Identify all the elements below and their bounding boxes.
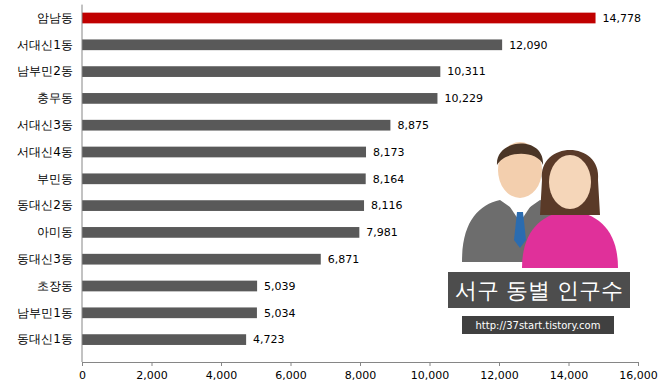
data-labels: 14,778 12,090 10,311 10,229 8,875 8,173 8,164 8… — [253, 12, 641, 347]
tick-label: 4,000 — [206, 369, 238, 382]
tick-label: 6,000 — [275, 369, 307, 382]
axis-line — [82, 5, 83, 362]
tick: 동대신1동 — [17, 332, 82, 346]
tick-mark — [291, 362, 292, 366]
bar — [82, 173, 366, 184]
tick-label: 8,000 — [345, 369, 377, 382]
tick: 10,000 — [411, 362, 450, 382]
bar — [82, 66, 440, 77]
tick: 서대신4동 — [17, 145, 82, 159]
tick: 16,000 — [619, 362, 658, 382]
tick: 충무동 — [37, 91, 82, 105]
y-axis: 암남동서대신1동남부민2동충무동서대신3동서대신4동부민동동대신2동아미동동대신… — [17, 5, 82, 362]
tick-label: 충무동 — [37, 91, 73, 105]
data-label: 12,090 — [509, 39, 548, 52]
icon-head — [549, 155, 591, 209]
tick: 부민동 — [37, 172, 82, 186]
icon-tie — [514, 212, 526, 248]
tick-label: 16,000 — [619, 369, 658, 382]
tick-label: 부민동 — [37, 172, 73, 186]
icon-hair — [540, 150, 600, 215]
tick: 남부민1동 — [17, 306, 82, 320]
tick-label: 2,000 — [136, 369, 168, 382]
annotation: http://37start.tistory.com — [476, 320, 601, 331]
data-label: 10,311 — [447, 65, 486, 78]
tick-mark — [569, 362, 570, 366]
annotation-box — [462, 316, 614, 334]
tick-label: 10,000 — [411, 369, 450, 382]
tick: 남부민2동 — [17, 64, 82, 78]
bar — [82, 120, 390, 131]
tick: 동대신3동 — [17, 252, 82, 266]
data-label: 8,164 — [373, 173, 405, 186]
tick: 동대신2동 — [17, 198, 82, 212]
tick-label: 초장동 — [37, 279, 73, 293]
tick: 0 — [79, 362, 86, 382]
bar — [82, 281, 257, 292]
bar — [82, 93, 437, 104]
data-label: 14,778 — [603, 12, 642, 25]
bar — [82, 307, 257, 318]
tick-mark — [221, 362, 222, 366]
tick: 6,000 — [275, 362, 307, 382]
tick: 14,000 — [550, 362, 589, 382]
tick: 4,000 — [206, 362, 238, 382]
icon — [462, 142, 618, 268]
tick: 8,000 — [345, 362, 377, 382]
bar — [82, 227, 359, 238]
data-label: 5,039 — [264, 280, 296, 293]
bar — [82, 254, 321, 265]
bar — [82, 334, 246, 345]
tick-label: 0 — [79, 369, 86, 382]
data-label: 8,116 — [371, 199, 403, 212]
bar — [82, 39, 502, 50]
bar — [82, 13, 596, 24]
title: 서구 동별 인구수 — [455, 278, 623, 303]
tick-label: 동대신3동 — [17, 252, 73, 266]
data-label: 7,981 — [366, 226, 398, 239]
tick-label: 아미동 — [37, 225, 73, 239]
tick: 2,000 — [136, 362, 168, 382]
icon-hair — [497, 144, 543, 165]
data-label: 8,875 — [397, 119, 429, 132]
tick-label: 남부민2동 — [17, 64, 73, 78]
tick: 암남동 — [37, 11, 82, 25]
axis-line — [83, 363, 639, 367]
tick: 초장동 — [37, 279, 82, 293]
icon-body — [522, 210, 618, 268]
tick-label: 14,000 — [550, 369, 589, 382]
tick-label: 12,000 — [480, 369, 519, 382]
data-label: 6,871 — [328, 253, 360, 266]
tick: 서대신1동 — [17, 38, 82, 52]
tick-label: 남부민1동 — [17, 306, 73, 320]
tick: 12,000 — [480, 362, 519, 382]
tick-mark — [499, 362, 500, 366]
tick-label: 서대신3동 — [17, 118, 73, 132]
data-label: 8,173 — [373, 146, 405, 159]
tick-label: 암남동 — [37, 11, 73, 25]
tick: 서대신3동 — [17, 118, 82, 132]
data-label: 4,723 — [253, 333, 285, 346]
tick-mark — [152, 362, 153, 366]
tick-mark — [82, 362, 83, 366]
bar — [82, 200, 364, 211]
tick-mark — [430, 362, 431, 366]
tick-label: 동대신2동 — [17, 198, 73, 212]
chart: 14,778 12,090 10,311 10,229 8,875 8,173 8,164 8… — [0, 0, 668, 391]
title-box — [448, 272, 630, 308]
tick-mark — [360, 362, 361, 366]
data-label: 10,229 — [444, 92, 483, 105]
tick: 아미동 — [37, 225, 82, 239]
tick-label: 서대신4동 — [17, 145, 73, 159]
x-axis: 0 2,000 4,000 6,000 8,000 10,000 12,000 14,000 1… — [79, 362, 658, 382]
tick-label: 서대신1동 — [17, 38, 73, 52]
bar — [82, 147, 366, 158]
tick-label: 동대신1동 — [17, 332, 73, 346]
data-label: 5,034 — [264, 307, 296, 320]
tick-mark — [638, 362, 639, 366]
